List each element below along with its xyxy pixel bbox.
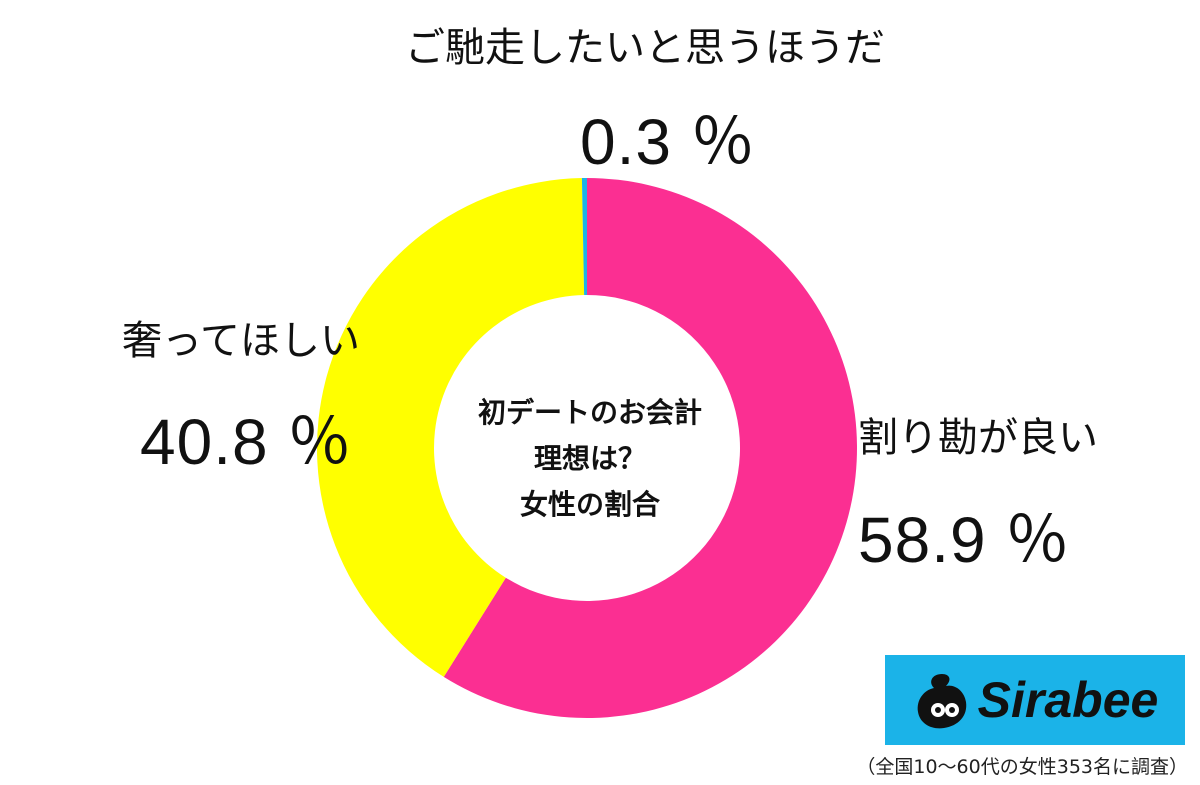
sirabee-logo: Sirabee — [885, 655, 1185, 745]
slice-value-warikan: 58.9 ％ — [858, 504, 1071, 576]
center-title-line-1: 初デートのお会計 — [477, 396, 702, 429]
sirabee-logo-text: Sirabee — [977, 672, 1159, 728]
center-title-line-3: 女性の割合 — [519, 488, 660, 521]
slice-warikan — [443, 178, 857, 718]
center-title-line-2: 理想は？ — [533, 442, 646, 475]
slice-gochiso — [581, 178, 587, 296]
slice-ogotte — [316, 178, 585, 677]
survey-footnote: （全国10～60代の女性353名に調査） — [856, 756, 1188, 778]
slice-value-gochiso: 0.3 ％ — [580, 106, 756, 178]
slice-label-ogotte: 奢ってほしい — [122, 318, 360, 364]
slice-value-ogotte: 40.8 ％ — [140, 406, 353, 478]
slice-label-gochiso: ご馳走したいと思うほうだ — [405, 25, 885, 71]
sirabee-logo-mark-icon — [917, 674, 966, 729]
center-title: 初デートのお会計 理想は？ 女性の割合 — [440, 390, 740, 528]
slice-label-warikan: 割り勘が良い — [858, 415, 1098, 461]
